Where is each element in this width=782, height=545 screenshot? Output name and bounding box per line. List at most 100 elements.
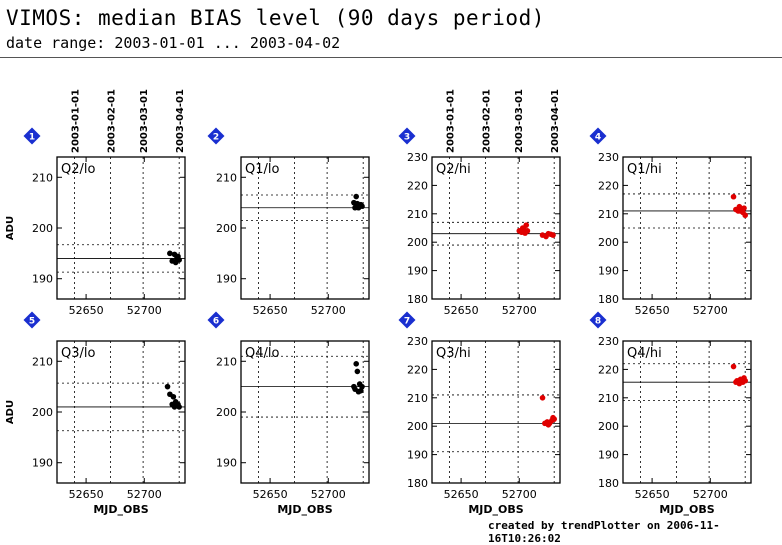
- plot-5-ylabel: ADU: [5, 400, 16, 424]
- plot-8-xtick-label: 52700: [693, 488, 728, 501]
- plot-5-xtick-label: 52700: [127, 488, 162, 501]
- plot-1-data-point: [176, 257, 182, 263]
- plot-4-xtick-label: 52700: [693, 304, 728, 317]
- plot-7-ytick-label: 200: [407, 420, 428, 433]
- plot-4-data-point: [730, 193, 737, 200]
- plot-8-badge-diamond: [589, 311, 607, 329]
- plot-2-ytick-label: 210: [216, 171, 237, 184]
- plot-5-badge-number: 5: [29, 317, 35, 327]
- plot-7-data-point: [539, 395, 546, 401]
- plot-3-date-label: 2003-01-01: [445, 89, 456, 153]
- plot-1-ytick-label: 210: [32, 171, 53, 184]
- plot-3-ytick-label: 210: [407, 208, 428, 221]
- plot-2-data-point: [359, 203, 365, 209]
- plot-2-xtick-label: 52650: [253, 304, 288, 317]
- plot-3-ytick-label: 230: [407, 151, 428, 164]
- plot-3-ytick-label: 180: [407, 293, 428, 306]
- plot-1-xtick-label: 52700: [127, 304, 162, 317]
- plot-5-ytick-label: 210: [32, 355, 53, 368]
- plot-3-ytick-label: 190: [407, 265, 428, 278]
- plot-3-data-point: [523, 222, 530, 228]
- plot-4-xtick-label: 52650: [635, 304, 670, 317]
- plot-4-data-point: [741, 205, 747, 211]
- plot-4-ytick-label: 210: [598, 208, 619, 221]
- plot-6-xlabel: MJD_OBS: [277, 503, 332, 516]
- plot-5-ytick-label: 200: [32, 406, 53, 419]
- plot-7-ytick-label: 220: [407, 363, 428, 376]
- plot-6-title: Q4/lo: [245, 346, 279, 361]
- plot-7-xlabel: MJD_OBS: [468, 503, 523, 516]
- plot-4-title: Q1/hi: [627, 162, 662, 177]
- plot-3-date-label: 2003-03-01: [514, 89, 525, 153]
- plot-3-badge-number: 3: [404, 133, 410, 143]
- plot-1-xtick-label: 52650: [69, 304, 104, 317]
- plot-4-ytick-label: 230: [598, 151, 619, 164]
- plot-7-ytick-label: 190: [407, 449, 428, 462]
- plot-3-xtick-label: 52650: [444, 304, 479, 317]
- plot-3-date-label: 2003-04-01: [550, 89, 561, 153]
- plot-6-ytick-label: 200: [216, 406, 237, 419]
- plot-1-date-label: 2003-03-01: [139, 89, 150, 153]
- plot-4-ytick-label: 190: [598, 265, 619, 278]
- plot-2-xtick-label: 52700: [311, 304, 346, 317]
- plot-3-frame: [431, 156, 561, 300]
- plot-8-ytick-label: 200: [598, 420, 619, 433]
- plot-7-ytick-label: 210: [407, 392, 428, 405]
- plot-4-badge-number: 4: [595, 133, 601, 143]
- plot-3-data-point: [524, 228, 531, 234]
- plot-3-date-label: 2003-02-01: [482, 89, 493, 153]
- plot-4-frame: [622, 156, 752, 300]
- plot-6-badge-number: 6: [213, 317, 219, 327]
- plot-6-xtick-label: 52700: [311, 488, 346, 501]
- plot-6-xtick-label: 52650: [253, 488, 288, 501]
- plot-1-ytick-label: 200: [32, 222, 53, 235]
- plot-7-xtick-label: 52650: [444, 488, 479, 501]
- plot-7-frame: [431, 340, 561, 484]
- plot-3-xtick-label: 52700: [502, 304, 537, 317]
- date-range-subtitle: date range: 2003-01-01 ... 2003-04-02: [6, 34, 341, 52]
- plot-1-title: Q2/lo: [61, 162, 95, 177]
- plot-7-ytick-label: 230: [407, 335, 428, 348]
- plot-1-ylabel: ADU: [5, 216, 16, 240]
- plot-5-ytick-label: 190: [32, 457, 53, 470]
- footer-credit: created by trendPlotter on 2006-11-16T10…: [488, 519, 720, 545]
- plot-8-data-point: [742, 377, 748, 384]
- plot-3-ytick-label: 220: [407, 179, 428, 192]
- plot-5-data-point: [170, 393, 177, 400]
- plot-8-ytick-label: 190: [598, 449, 619, 462]
- plot-8-ytick-label: 180: [598, 477, 619, 490]
- plot-1-date-label: 2003-01-01: [70, 89, 81, 153]
- plot-8-ytick-label: 210: [598, 392, 619, 405]
- plot-1-ytick-label: 190: [32, 273, 53, 286]
- plot-7-data-point: [551, 416, 557, 422]
- plot-1-frame: [56, 156, 186, 300]
- header-divider: [0, 57, 782, 58]
- plot-6-frame: [240, 340, 370, 484]
- plot-8-xtick-label: 52650: [635, 488, 670, 501]
- plot-5-title: Q3/lo: [61, 346, 95, 361]
- plot-3-badge-diamond: [398, 127, 416, 145]
- plot-5-xlabel: MJD_OBS: [93, 503, 148, 516]
- plot-6-badge-diamond: [207, 311, 225, 329]
- plot-5-data-point: [176, 404, 182, 410]
- plot-8-ytick-label: 230: [598, 335, 619, 348]
- plot-2-badge-diamond: [207, 127, 225, 145]
- plot-4-ytick-label: 200: [598, 236, 619, 249]
- plot-8-title: Q4/hi: [627, 346, 662, 361]
- plot-3-ytick-label: 200: [407, 236, 428, 249]
- plot-4-data-point: [736, 203, 743, 210]
- plot-7-badge-number: 7: [404, 317, 410, 327]
- plot-7-xtick-label: 52700: [502, 488, 537, 501]
- plot-3-title: Q2/hi: [436, 162, 471, 177]
- plot-6-data-point: [353, 361, 360, 367]
- plot-4-ytick-label: 180: [598, 293, 619, 306]
- plot-5-frame: [56, 340, 186, 484]
- page-title: VIMOS: median BIAS level (90 days period…: [6, 6, 545, 30]
- plot-3-data-point: [550, 232, 556, 238]
- plot-6-ytick-label: 210: [216, 355, 237, 368]
- plot-1-date-label: 2003-02-01: [107, 89, 118, 153]
- plot-5-data-point: [164, 383, 171, 390]
- plot-4-badge-diamond: [589, 127, 607, 145]
- plot-8-xlabel: MJD_OBS: [659, 503, 714, 516]
